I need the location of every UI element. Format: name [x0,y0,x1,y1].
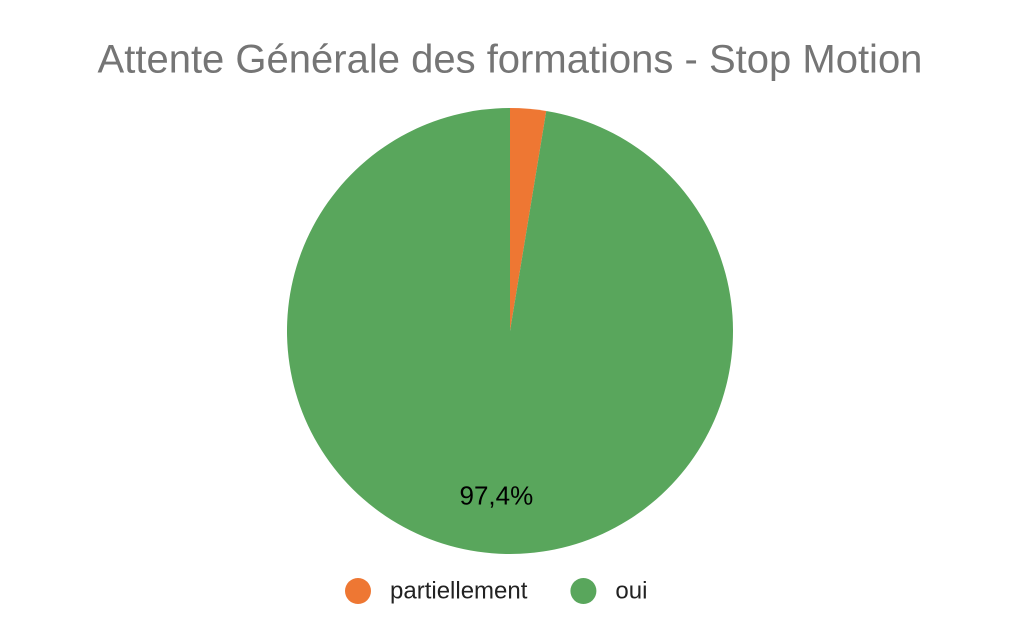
legend-swatch [345,578,371,604]
legend-swatch [570,578,597,604]
pie-slice [510,108,547,331]
slice-label: 97,4% [459,481,533,511]
legend-label: partiellement [390,577,528,604]
legend-label: oui [615,577,647,604]
pie-slice [287,108,734,554]
chart-title: Attente Générale des formations - Stop M… [98,38,923,82]
